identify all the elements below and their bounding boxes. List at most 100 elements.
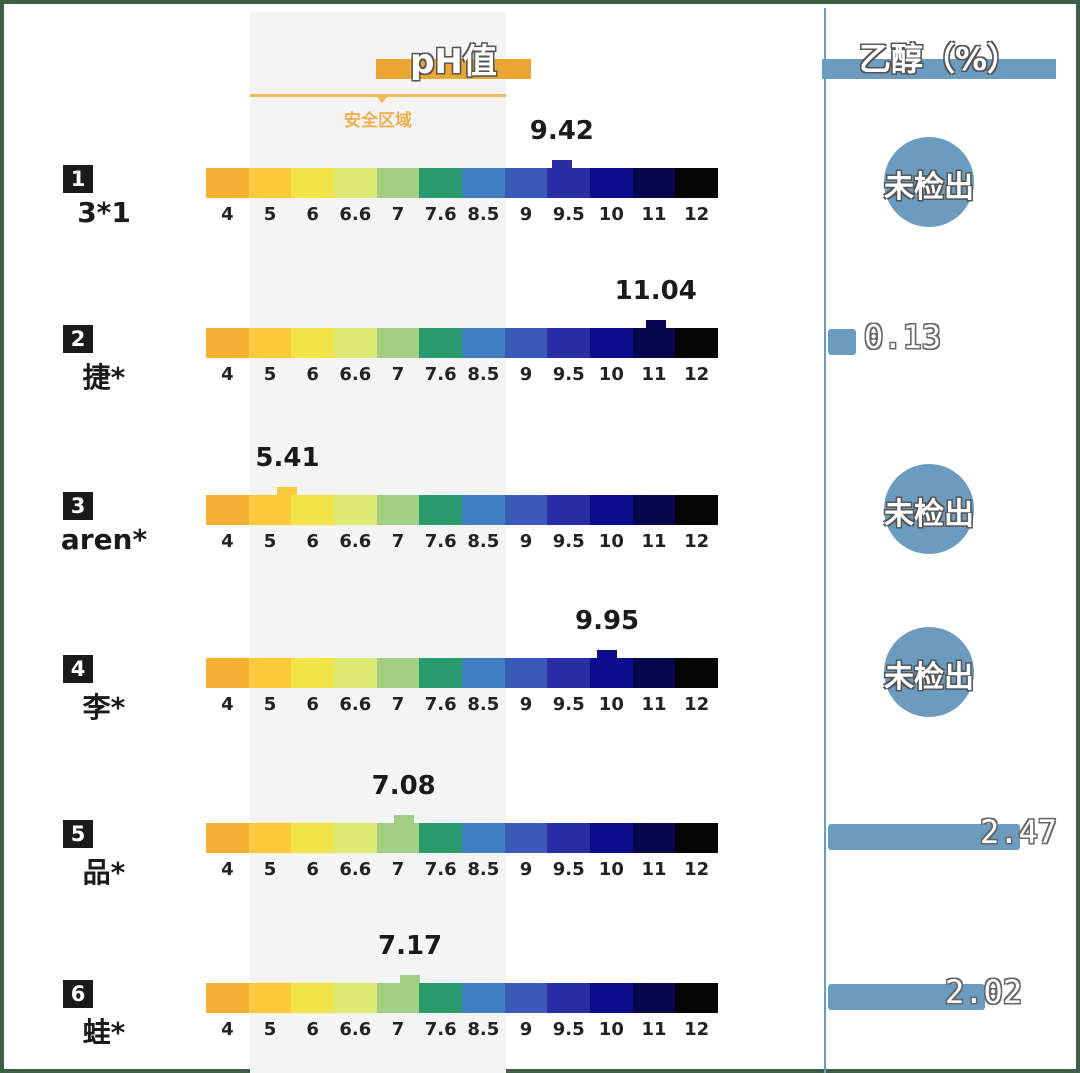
ph-tick-label: 9.5 [552,859,585,880]
ph-scale-segment [206,328,249,358]
ph-tick-label: 4 [221,694,234,715]
ph-color-scale [206,983,719,1013]
ph-tick-label: 7.6 [424,1019,457,1040]
ph-tick-label: 12 [684,531,710,552]
ph-tick-label: 7 [391,859,405,880]
ph-tick-label: 5 [263,1019,277,1040]
column-divider [824,8,826,1073]
ph-scale-segment [376,983,420,1013]
sample-row: 2 捷* 11.04 4 5 6 6.6 7 7.6 8.5 9 9.5 10 11 12 0.13 [4,276,1080,404]
ph-scale-segment [590,658,633,688]
ph-color-scale [206,168,719,198]
ph-tick-label: 12 [684,204,710,225]
ph-scale-segment [462,328,505,358]
ph-tick-label: 9.5 [552,694,585,715]
ethanol-bar [828,984,986,1010]
ph-tick-label: 7.6 [424,364,457,385]
ph-tick-label: 12 [684,1019,710,1040]
ph-tick-label: 9 [519,1019,533,1040]
not-detected-label: 未检出 [884,170,974,205]
ph-scale-segment [248,823,292,853]
sample-name: aren* [60,523,148,556]
ph-tick-label: 9 [519,364,533,385]
ph-tick-label: 10 [598,531,624,552]
ph-marker [597,650,618,660]
ph-tick-label: 6 [306,859,319,880]
ph-scale-segment [206,823,249,853]
ph-marker [277,487,298,497]
ethanol-header: 乙醇（%） [858,40,1020,78]
ph-scale-segment [547,495,591,525]
ph-scale-segment [590,328,633,358]
ph-scale-segment [206,495,249,525]
ethanol-bar [828,824,1020,850]
ph-scale-segment [206,658,249,688]
ph-tick-label: 9 [519,531,533,552]
ph-scale-segment [291,495,335,525]
ph-scale-segment [632,983,676,1013]
ph-tick-label: 9 [519,859,533,880]
ph-scale-segment [632,658,676,688]
ph-scale-segment [291,658,335,688]
safe-zone-label: 安全区域 [344,111,412,131]
ph-tick-label: 9.5 [552,204,585,225]
sample-row: 4 李* 9.95 4 5 6 6.6 7 7.6 8.5 9 9.5 10 11 12 未检出 [4,606,1080,734]
sample-name: 李* [82,691,126,724]
ethanol-bar [828,329,856,355]
ph-tick-label: 4 [221,1019,234,1040]
ph-tick-label: 7 [391,531,405,552]
rank-badge: 5 [63,820,93,848]
ph-scale-segment [419,983,463,1013]
ph-tick-label: 7 [391,204,405,225]
ph-scale-segment [291,983,335,1013]
ph-marker [393,815,414,825]
ph-scale-segment [462,983,505,1013]
ph-tick-label: 9.5 [552,531,585,552]
ph-scale-segment [504,983,548,1013]
ph-scale-segment [334,983,377,1013]
ph-tick-label: 7.6 [424,859,457,880]
ph-tick-label: 9.5 [552,1019,585,1040]
ph-scale-segment [376,658,420,688]
ph-scale-segment [462,823,505,853]
ph-scale-segment [291,168,335,198]
ph-tick-label: 9.5 [552,364,585,385]
ph-scale-segment [590,168,633,198]
safe-zone-bracket [250,94,506,97]
not-detected-circle [884,137,974,227]
ph-scale-segment [248,983,292,1013]
ph-scale-segment [504,823,548,853]
ph-value-label: 11.04 [614,276,697,306]
ph-scale-segment [334,495,377,525]
ph-tick-label: 6 [306,694,319,715]
rank-badge: 4 [63,655,93,683]
ph-tick-label: 4 [221,531,234,552]
ph-tick-label: 8.5 [467,694,500,715]
ph-tick-label: 7.6 [424,531,457,552]
ph-scale-segment [504,658,548,688]
ph-tick-label: 7 [391,1019,405,1040]
ph-scale-segment [675,658,719,688]
ph-scale-segment [419,658,463,688]
ph-scale-segment [334,168,377,198]
ph-tick-label: 6.6 [339,204,372,225]
ph-tick-label: 8.5 [467,1019,500,1040]
ph-tick-label: 12 [684,859,710,880]
ph-scale-segment [504,328,548,358]
ph-tick-label: 5 [263,859,277,880]
ph-scale-segment [462,168,505,198]
ph-tick-label: 6 [306,204,319,225]
ph-scale-segment [334,658,377,688]
ph-color-scale [206,823,719,853]
ph-scale-segment [590,983,633,1013]
ph-tick-label: 5 [263,531,277,552]
rank-badge: 6 [63,980,93,1008]
ph-tick-label: 11 [641,531,667,552]
ph-tick-label: 7 [391,694,405,715]
ph-scale-segment [334,328,377,358]
ph-tick-label: 4 [221,204,234,225]
ph-tick-label: 6.6 [339,859,372,880]
ethanol-value-label: 2.47 [980,813,1058,851]
ph-tick-label: 4 [221,364,234,385]
ph-tick-label: 6 [306,1019,319,1040]
